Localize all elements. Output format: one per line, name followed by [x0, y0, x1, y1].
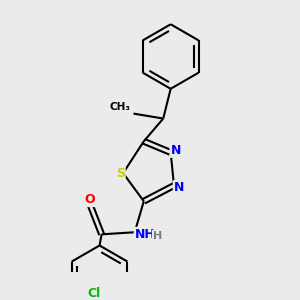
Text: Cl: Cl	[88, 287, 101, 300]
Text: N: N	[174, 181, 184, 194]
Text: H: H	[153, 231, 162, 241]
Text: NH: NH	[135, 228, 155, 241]
Text: O: O	[84, 193, 94, 206]
Text: S: S	[116, 167, 125, 180]
Text: CH₃: CH₃	[109, 102, 130, 112]
Text: N: N	[170, 144, 181, 157]
